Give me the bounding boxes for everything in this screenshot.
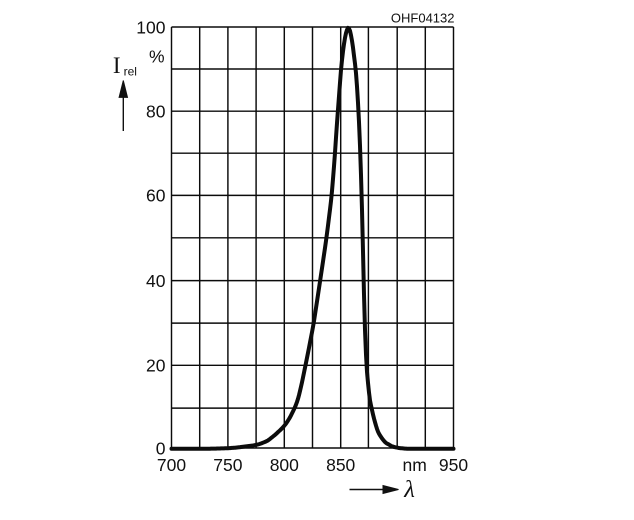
svg-text:800: 800	[270, 455, 299, 475]
svg-text:I: I	[113, 53, 121, 78]
svg-text:λ: λ	[403, 476, 415, 503]
svg-text:750: 750	[213, 455, 242, 475]
svg-text:20: 20	[146, 356, 166, 376]
svg-text:700: 700	[157, 455, 186, 475]
svg-text:%: %	[149, 47, 165, 67]
svg-text:nm: nm	[403, 455, 427, 475]
svg-text:60: 60	[146, 186, 166, 206]
svg-text:40: 40	[146, 271, 166, 291]
svg-text:0: 0	[156, 438, 166, 458]
svg-text:80: 80	[146, 102, 166, 122]
svg-text:100: 100	[136, 17, 165, 37]
svg-text:850: 850	[326, 455, 355, 475]
svg-text:OHF04132: OHF04132	[391, 11, 455, 26]
svg-text:rel: rel	[124, 64, 137, 78]
svg-text:950: 950	[439, 455, 468, 475]
